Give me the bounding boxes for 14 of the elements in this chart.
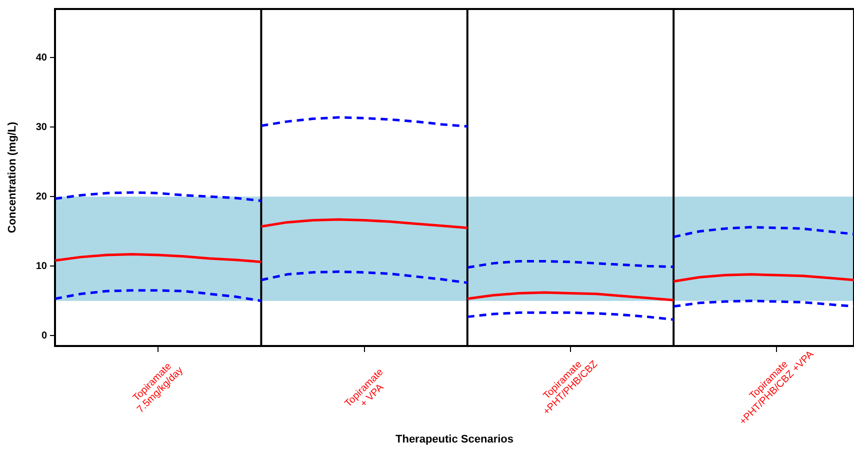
x-axis-title: Therapeutic Scenarios [396, 433, 514, 446]
y-axis-title: Concentration (mg/L) [6, 122, 19, 234]
y-tick-label: 40 [36, 52, 48, 64]
y-tick-label: 10 [36, 260, 48, 272]
line-series [260, 270, 469, 284]
line-series [54, 191, 262, 202]
y-tick-label: 20 [36, 191, 48, 202]
line-series [260, 116, 469, 128]
y-tick-label: 30 [36, 122, 48, 133]
line-series [466, 260, 675, 269]
line-series [672, 226, 854, 238]
line-series [466, 311, 675, 321]
y-tick-label: 0 [41, 330, 48, 342]
line-series [54, 289, 262, 302]
